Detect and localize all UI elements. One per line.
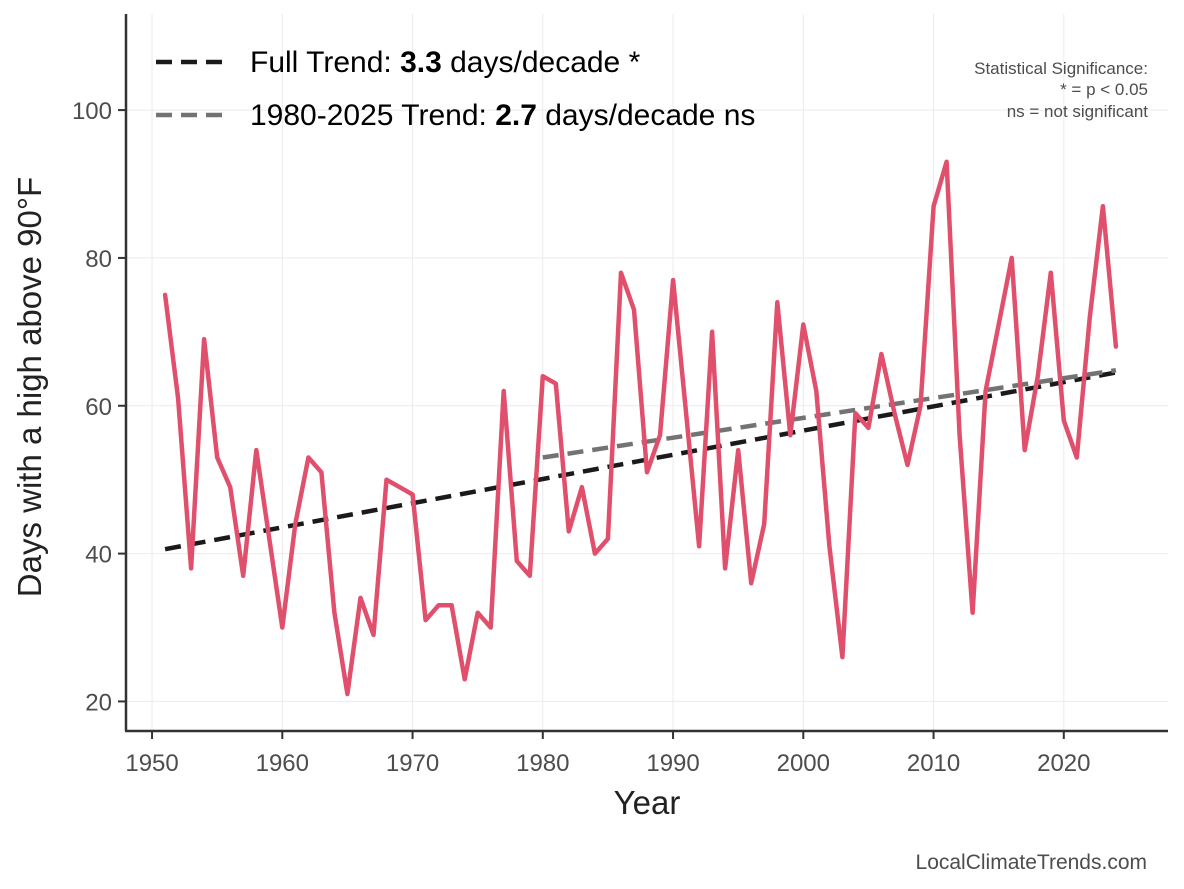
y-tick-label: 80 <box>85 246 112 273</box>
x-tick-label: 1990 <box>646 750 699 777</box>
legend-recent-trend-value: 2.7 <box>495 99 537 132</box>
x-tick-label: 2020 <box>1037 750 1090 777</box>
x-tick-label: 1960 <box>256 750 309 777</box>
x-tick-label: 1950 <box>125 750 178 777</box>
data-series <box>162 159 1119 697</box>
significance-note: Statistical Significance: * = p < 0.05 n… <box>974 59 1148 121</box>
significance-title: Statistical Significance: <box>974 59 1148 78</box>
legend-recent-trend-label: 1980-2025 Trend: 2.7 days/decade ns <box>250 99 755 132</box>
legend-full-trend-prefix: Full Trend: <box>250 46 400 79</box>
legend-full-trend-suffix: days/decade * <box>442 46 641 79</box>
x-tick-label: 2000 <box>777 750 830 777</box>
x-tick-label: 2010 <box>907 750 960 777</box>
significance-p-value: * = p < 0.05 <box>1060 80 1148 99</box>
x-axis-title: Year <box>614 784 681 821</box>
x-tick-label: 1980 <box>516 750 569 777</box>
legend-full-trend-label: Full Trend: 3.3 days/decade * <box>250 46 641 79</box>
source-credit: LocalClimateTrends.com <box>916 851 1147 874</box>
legend-recent-trend-suffix: days/decade ns <box>537 99 755 132</box>
y-tick-label: 100 <box>72 98 112 125</box>
legend: Full Trend: 3.3 days/decade * 1980-2025 … <box>156 46 755 132</box>
series-line <box>162 159 1119 697</box>
legend-full-trend-value: 3.3 <box>400 46 442 79</box>
grid <box>126 14 1168 731</box>
y-axis-title: Days with a high above 90°F <box>11 177 48 597</box>
legend-recent-trend-prefix: 1980-2025 Trend: <box>250 99 495 132</box>
axes <box>124 14 1168 733</box>
y-tick-label: 40 <box>85 542 112 569</box>
y-tick-label: 20 <box>85 689 112 716</box>
x-tick-label: 1970 <box>386 750 439 777</box>
y-tick-label: 60 <box>85 394 112 421</box>
significance-ns: ns = not significant <box>1007 102 1149 121</box>
ticks: 1950 1960 1970 1980 1990 2000 2010 202020406080… <box>72 98 1091 777</box>
